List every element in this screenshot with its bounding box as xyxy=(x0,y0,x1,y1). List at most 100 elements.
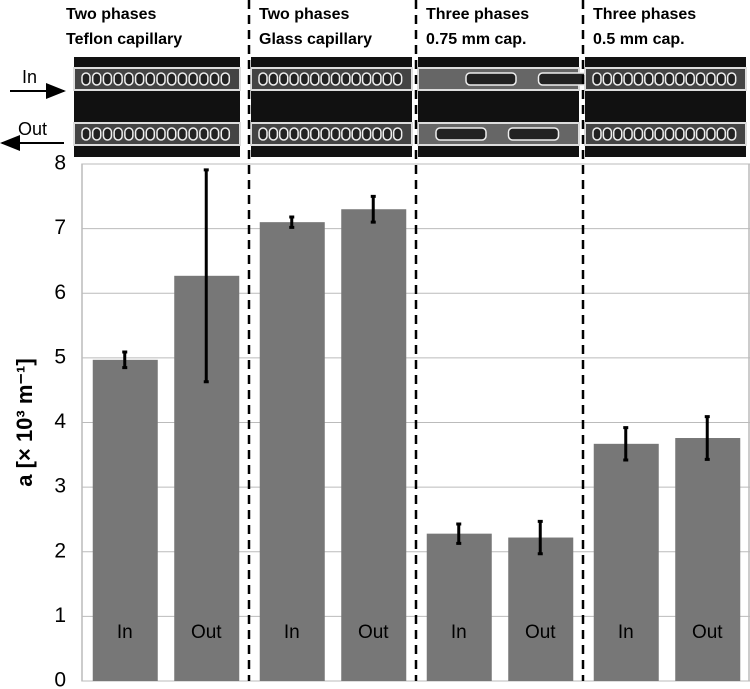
droplet xyxy=(188,127,198,141)
droplet xyxy=(220,72,231,86)
droplet xyxy=(199,72,209,86)
droplet xyxy=(209,127,220,141)
droplet xyxy=(299,127,310,141)
droplet xyxy=(435,127,487,141)
droplet xyxy=(199,127,209,141)
droplet xyxy=(81,127,91,141)
bar-label: Out xyxy=(692,622,723,643)
bar xyxy=(341,209,407,682)
droplet xyxy=(726,127,737,141)
droplet xyxy=(268,72,279,86)
droplet xyxy=(134,127,145,141)
bar-label: Out xyxy=(191,622,222,643)
droplet xyxy=(716,72,727,86)
droplet xyxy=(278,127,289,141)
error-bar xyxy=(203,168,209,384)
droplet xyxy=(310,127,320,141)
droplet xyxy=(91,72,102,86)
y-tick-label: 5 xyxy=(54,345,66,368)
droplet xyxy=(644,72,654,86)
droplet xyxy=(716,127,727,141)
droplet xyxy=(612,72,623,86)
droplet xyxy=(706,127,716,141)
droplet xyxy=(382,127,393,141)
bar-label: Out xyxy=(525,622,556,643)
bar xyxy=(426,533,492,681)
group-title: Two phases xyxy=(66,6,156,23)
group-title: Glass capillary xyxy=(259,31,372,48)
error-bar xyxy=(370,194,376,224)
droplet xyxy=(372,72,382,86)
droplet xyxy=(91,127,102,141)
droplet xyxy=(289,127,299,141)
y-tick-label: 2 xyxy=(54,539,66,562)
bar xyxy=(593,443,659,681)
droplet xyxy=(102,127,113,141)
droplet xyxy=(268,127,279,141)
droplet xyxy=(341,127,351,141)
droplet xyxy=(633,72,644,86)
droplet xyxy=(278,72,289,86)
droplet xyxy=(675,72,685,86)
bar xyxy=(92,359,158,681)
droplet xyxy=(258,72,268,86)
droplet xyxy=(592,127,602,141)
droplet xyxy=(289,72,299,86)
group-title: 0.75 mm cap. xyxy=(426,31,527,48)
droplet xyxy=(644,127,654,141)
droplet xyxy=(675,127,685,141)
bar-label: In xyxy=(451,622,467,643)
droplet xyxy=(209,72,220,86)
droplet xyxy=(177,127,188,141)
bar-label: Out xyxy=(358,622,389,643)
droplet xyxy=(113,127,123,141)
droplet xyxy=(465,72,517,86)
error-bar xyxy=(456,522,462,545)
bar xyxy=(508,537,574,681)
error-bar xyxy=(122,350,128,370)
row-label: Out xyxy=(18,119,47,139)
error-bar xyxy=(289,215,295,229)
droplet xyxy=(695,72,706,86)
bar-label: In xyxy=(117,622,133,643)
droplet xyxy=(392,127,403,141)
droplet xyxy=(113,72,123,86)
y-tick-label: 3 xyxy=(54,475,66,498)
droplet xyxy=(654,72,664,86)
droplet xyxy=(537,72,590,86)
droplet xyxy=(633,127,644,141)
droplet xyxy=(166,72,177,86)
droplet xyxy=(320,72,330,86)
y-tick-label: 6 xyxy=(54,281,66,304)
y-tick-label: 7 xyxy=(54,216,66,239)
droplet xyxy=(592,72,602,86)
droplet xyxy=(654,127,664,141)
droplet xyxy=(124,127,134,141)
bar xyxy=(259,222,325,681)
group-title: Three phases xyxy=(426,6,529,23)
bar-label: In xyxy=(284,622,300,643)
droplet xyxy=(102,72,113,86)
droplet xyxy=(220,127,231,141)
droplet xyxy=(177,72,188,86)
droplet xyxy=(706,72,716,86)
group-title: Two phases xyxy=(259,6,349,23)
error-bar xyxy=(704,415,710,461)
droplet xyxy=(258,127,268,141)
droplet xyxy=(124,72,134,86)
y-tick-label: 8 xyxy=(54,152,66,175)
droplet xyxy=(623,72,633,86)
droplet xyxy=(299,72,310,86)
droplet xyxy=(685,72,695,86)
droplet xyxy=(156,127,166,141)
droplet xyxy=(685,127,695,141)
droplet xyxy=(623,127,633,141)
bar-label: In xyxy=(618,622,634,643)
droplet xyxy=(392,72,403,86)
droplet xyxy=(361,72,372,86)
droplet xyxy=(320,127,330,141)
droplet xyxy=(341,72,351,86)
droplet xyxy=(726,72,737,86)
droplet xyxy=(145,127,156,141)
